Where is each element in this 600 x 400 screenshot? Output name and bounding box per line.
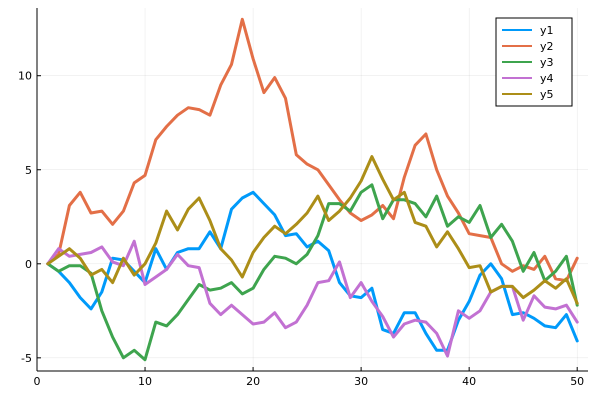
x-tick-label: 0 [34,375,41,388]
series-line-y3 [46,183,579,362]
x-tick-label: 30 [354,375,368,388]
legend-label-y5: y5 [540,88,554,101]
series-line-y2 [46,17,579,283]
x-tick-label: 10 [138,375,152,388]
series-line-y4 [46,239,579,358]
series-line-y5 [46,155,579,305]
x-tick-label: 20 [246,375,260,388]
x-tick-label: 40 [462,375,476,388]
series-line-y1 [46,190,579,352]
legend-label-y4: y4 [540,72,554,85]
y-tick-label: -5 [21,352,32,365]
y-tick-label: 0 [25,258,32,271]
x-tick-label: 50 [570,375,584,388]
legend: y1 y2 y3 y4 y5 [495,17,573,107]
legend-label-y1: y1 [540,24,554,37]
legend-label-y3: y3 [540,56,554,69]
series-lines [46,17,579,362]
legend-label-y2: y2 [540,40,554,53]
y-tick-label: 10 [18,70,32,83]
y-tick-label: 5 [25,164,32,177]
